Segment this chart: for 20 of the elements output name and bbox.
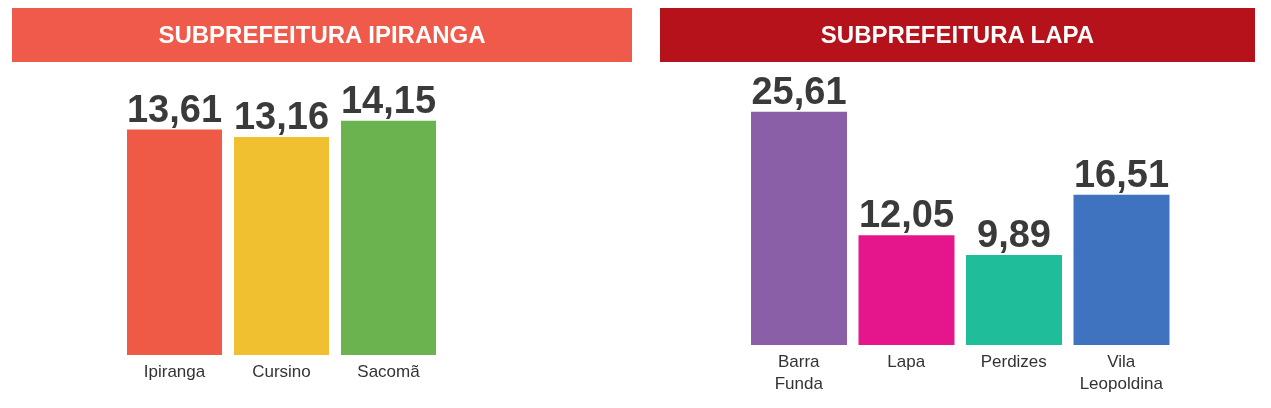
data-label: 14,15 — [340, 78, 437, 121]
x-tick-label: Perdizes — [980, 352, 1047, 371]
x-tick-label: Lapa — [887, 352, 926, 371]
data-label: 9,89 — [977, 212, 1051, 255]
x-tick-label: Cursino — [252, 362, 311, 381]
data-label: 12,05 — [858, 193, 955, 236]
bar — [751, 111, 847, 345]
x-tick-label: Sacomã — [357, 362, 421, 381]
chart-title: SUBPREFEITURA IPIRANGA — [12, 8, 632, 62]
x-tick-label: Vila Leopoldina — [1079, 352, 1164, 393]
chart-title: SUBPREFEITURA LAPA — [660, 8, 1255, 62]
bar — [858, 235, 955, 345]
data-label: 16,51 — [1073, 152, 1170, 195]
x-tick-label: Barra Funda — [774, 352, 824, 393]
data-label: 13,61 — [126, 87, 223, 130]
bar — [1073, 194, 1170, 345]
bar — [966, 254, 1062, 345]
data-label: 13,16 — [233, 95, 330, 138]
data-label: 25,61 — [751, 69, 847, 112]
x-tick-label: Ipiranga — [143, 362, 206, 381]
